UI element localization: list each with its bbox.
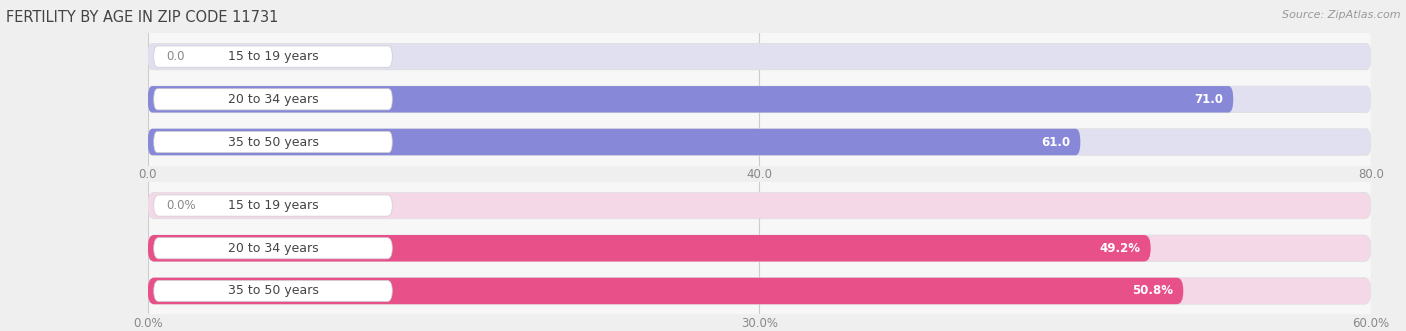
- FancyBboxPatch shape: [148, 129, 1080, 155]
- Text: 15 to 19 years: 15 to 19 years: [228, 199, 318, 212]
- Text: 35 to 50 years: 35 to 50 years: [228, 284, 318, 298]
- FancyBboxPatch shape: [148, 192, 1371, 219]
- Text: 49.2%: 49.2%: [1099, 242, 1140, 255]
- Text: 50.8%: 50.8%: [1132, 284, 1174, 298]
- FancyBboxPatch shape: [148, 129, 1371, 155]
- FancyBboxPatch shape: [153, 195, 392, 216]
- Text: 35 to 50 years: 35 to 50 years: [228, 135, 318, 149]
- Text: 20 to 34 years: 20 to 34 years: [228, 242, 318, 255]
- FancyBboxPatch shape: [153, 46, 392, 67]
- Text: 71.0: 71.0: [1195, 93, 1223, 106]
- FancyBboxPatch shape: [148, 43, 1371, 70]
- Text: 0.0%: 0.0%: [166, 199, 195, 212]
- FancyBboxPatch shape: [148, 86, 1233, 113]
- FancyBboxPatch shape: [148, 86, 1371, 113]
- FancyBboxPatch shape: [153, 280, 392, 302]
- Text: 15 to 19 years: 15 to 19 years: [228, 50, 318, 63]
- Text: Source: ZipAtlas.com: Source: ZipAtlas.com: [1282, 10, 1400, 20]
- FancyBboxPatch shape: [153, 131, 392, 153]
- FancyBboxPatch shape: [148, 278, 1371, 304]
- Text: 20 to 34 years: 20 to 34 years: [228, 93, 318, 106]
- Text: 61.0: 61.0: [1042, 135, 1070, 149]
- FancyBboxPatch shape: [148, 235, 1371, 261]
- FancyBboxPatch shape: [153, 89, 392, 110]
- FancyBboxPatch shape: [148, 235, 1150, 261]
- FancyBboxPatch shape: [153, 238, 392, 259]
- FancyBboxPatch shape: [148, 278, 1184, 304]
- Text: FERTILITY BY AGE IN ZIP CODE 11731: FERTILITY BY AGE IN ZIP CODE 11731: [6, 10, 278, 25]
- Text: 0.0: 0.0: [166, 50, 184, 63]
